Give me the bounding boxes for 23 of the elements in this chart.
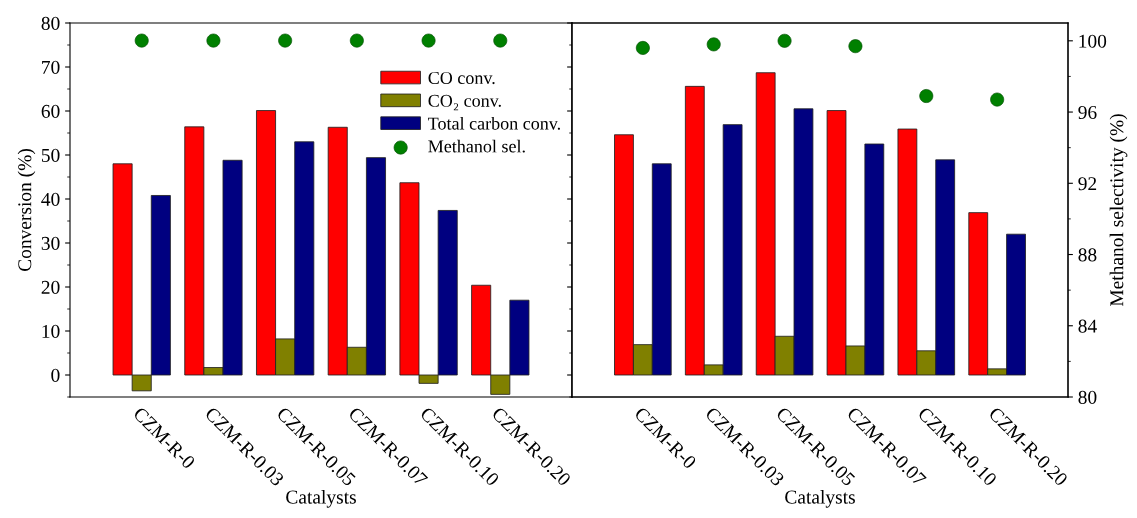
y2-tick-label: 96	[1078, 105, 1097, 119]
y-tick-label: 20	[41, 280, 60, 294]
y-tick-label: 0	[51, 368, 60, 382]
y-axis-title: Conversion (%)	[17, 149, 36, 272]
x-axis-title: Catalysts	[785, 489, 855, 508]
x-axis-title: Catalysts	[286, 489, 356, 508]
y-tick-label: 10	[42, 324, 60, 338]
y-tick-label: 70	[42, 60, 60, 74]
y2-axis-title: Methanol selectivity (%)	[1109, 114, 1128, 307]
y-tick-label: 80	[41, 16, 60, 30]
y-tick-label: 30	[41, 236, 60, 250]
legend-label: Total carbon conv.	[428, 116, 560, 130]
y2-tick-label: 80	[1078, 390, 1097, 404]
y2-tick-label: 84	[1078, 319, 1097, 333]
y-tick-label: 50	[41, 148, 60, 162]
legend-label: CO conv.	[428, 71, 495, 85]
legend-label: CO₂ conv.	[428, 94, 501, 111]
y2-tick-label: 88	[1078, 248, 1097, 262]
legend-label: Methanol sel.	[428, 139, 525, 153]
y2-tick-label: 92	[1078, 177, 1097, 191]
y2-tick-label: 100	[1079, 34, 1107, 48]
y-tick-label: 40	[41, 192, 60, 206]
y-tick-label: 60	[41, 104, 60, 118]
